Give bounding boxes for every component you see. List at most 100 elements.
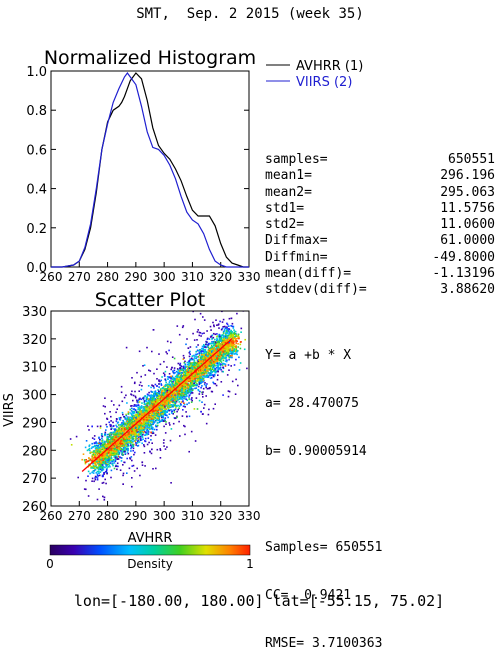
scatter-density-cell: [167, 341, 169, 343]
scatter-density-cell: [217, 343, 219, 345]
scatter-density-cell: [97, 473, 99, 475]
histogram-legend: AVHRR (1) VIIRS (2): [266, 59, 363, 90]
scatter-density-cell: [140, 382, 142, 384]
scatter-density-cell: [192, 333, 194, 335]
scatter-density-cell: [183, 325, 185, 327]
scatter-density-cell: [170, 369, 172, 371]
scatter-density-cell: [197, 329, 199, 331]
scatter-density-cell: [195, 354, 197, 356]
scatter-density-cell: [216, 333, 218, 335]
scatter-density-cell: [226, 323, 228, 325]
scatter-density-cell: [176, 376, 178, 378]
scatter-density-cell: [232, 381, 234, 383]
scatter-density-cell: [179, 401, 181, 403]
scatter-density-cell: [237, 343, 239, 345]
scatter-density-cell: [220, 363, 222, 365]
histogram-x-tick-label: 320: [209, 270, 232, 284]
scatter-density-cell: [178, 407, 180, 409]
scatter-density-cell: [200, 335, 202, 337]
scatter-density-cell: [216, 324, 218, 326]
scatter-density-cell: [203, 332, 205, 334]
scatter-density-cell: [117, 454, 119, 456]
scatter-density-cell: [139, 441, 141, 443]
histogram-y-ticks: 0.00.20.40.60.81.0: [26, 65, 249, 276]
scatter-density-cell: [159, 396, 161, 398]
scatter-density-cell: [160, 364, 162, 366]
scatter-density-cell: [94, 435, 96, 437]
scatter-density-cell: [204, 319, 206, 321]
scatter-density-cell: [126, 415, 128, 417]
scatter-density-cell: [217, 374, 219, 376]
scatter-density-cell: [108, 422, 110, 424]
scatter-density-cell: [212, 374, 214, 376]
scatter-density-cell: [170, 440, 172, 442]
scatter-density-cell: [88, 471, 90, 473]
scatter-density-cell: [192, 355, 194, 357]
scatter-density-cell: [146, 434, 148, 436]
legend-label-avhrr: AVHRR (1): [296, 59, 363, 74]
scatter-density-cell: [114, 462, 116, 464]
scatter-density-cell: [129, 468, 131, 470]
scatter-density-cell: [166, 353, 168, 355]
scatter-density-cell: [157, 425, 159, 427]
scatter-density-cell: [229, 391, 231, 393]
scatter-density-cloud: [70, 283, 255, 515]
scatter-density-cell: [222, 321, 224, 323]
scatter-density-cell: [216, 294, 218, 296]
scatter-density-cell: [83, 453, 85, 455]
scatter-density-cell: [174, 385, 176, 387]
scatter-density-cell: [208, 409, 210, 411]
scatter-density-cell: [91, 472, 93, 474]
scatter-density-cell: [95, 469, 97, 471]
scatter-density-cell: [122, 401, 124, 403]
scatter-density-cell: [131, 460, 133, 462]
scatter-density-cell: [100, 471, 102, 473]
scatter-density-cell: [224, 329, 226, 331]
scatter-density-cell: [221, 353, 223, 355]
scatter-density-cell: [214, 339, 216, 341]
scatter-density-cell: [133, 413, 135, 415]
scatter-density-cell: [132, 436, 134, 438]
scatter-density-cell: [232, 323, 234, 325]
scatter-density-cell: [191, 400, 193, 402]
scatter-density-cell: [133, 395, 135, 397]
scatter-density-cell: [186, 404, 188, 406]
scatter-density-cell: [171, 428, 173, 430]
scatter-density-cell: [131, 477, 133, 479]
scatter-density-cell: [175, 409, 177, 411]
scatter-density-cell: [217, 339, 219, 341]
scatter-density-cell: [211, 341, 213, 343]
scatter-density-cell: [197, 344, 199, 346]
scatter-density-cell: [145, 434, 147, 436]
scatter-density-cell: [173, 423, 175, 425]
scatter-density-cell: [100, 425, 102, 427]
scatter-density-cell: [134, 452, 136, 454]
scatter-density-cell: [222, 364, 224, 366]
scatter-density-cell: [208, 346, 210, 348]
scatter-density-cell: [166, 446, 168, 448]
scatter-density-cell: [130, 393, 132, 395]
scatter-density-cell: [116, 408, 118, 410]
scatter-density-cell: [151, 384, 153, 386]
scatter-density-cell: [155, 384, 157, 386]
scatter-density-cell: [199, 400, 201, 402]
scatter-density-cell: [219, 321, 221, 323]
scatter-density-cell: [104, 435, 106, 437]
scatter-density-cell: [202, 316, 204, 318]
scatter-density-cell: [97, 445, 99, 447]
scatter-density-cell: [206, 383, 208, 385]
scatter-density-cell: [125, 453, 127, 455]
scatter-density-cell: [194, 356, 196, 358]
scatter-density-cell: [146, 397, 148, 399]
scatter-density-cell: [151, 391, 153, 393]
scatter-density-cell: [213, 343, 215, 345]
scatter-density-cell: [151, 425, 153, 427]
scatter-density-cell: [189, 416, 191, 418]
scatter-density-cell: [205, 385, 207, 387]
scatter-density-cell: [97, 479, 99, 481]
histogram-x-tick-label: 280: [96, 270, 119, 284]
scatter-density-cell: [235, 346, 237, 348]
scatter-density-cell: [222, 355, 224, 357]
scatter-density-cell: [207, 388, 209, 390]
scatter-density-cell: [165, 351, 167, 353]
